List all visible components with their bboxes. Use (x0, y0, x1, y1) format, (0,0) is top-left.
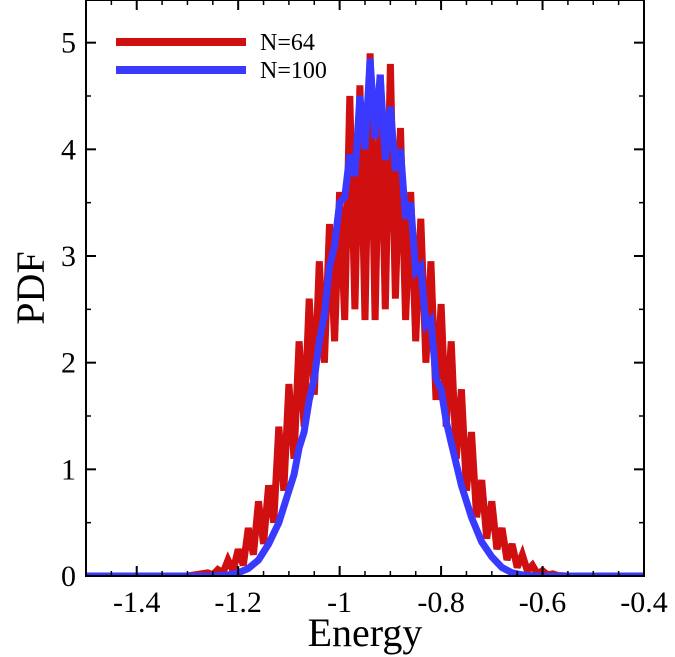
y-axis-title: PDF (8, 251, 53, 324)
y-tick-label: 3 (61, 240, 76, 273)
x-tick-label: -1.2 (214, 586, 262, 619)
x-tick-label: -1.4 (113, 586, 161, 619)
y-tick-label: 2 (61, 347, 76, 380)
x-tick-label: -0.4 (620, 586, 668, 619)
x-axis-title: Energy (308, 610, 423, 655)
x-tick-label: -0.8 (417, 586, 465, 619)
legend: N=64N=100 (116, 30, 327, 84)
y-axis: 0 1 2 3 4 5 (61, 27, 644, 593)
series-line-n-64 (86, 53, 644, 576)
series-layer (86, 53, 644, 576)
y-tick-label: 5 (61, 27, 76, 60)
series-line-n-100 (86, 58, 644, 576)
y-tick-label: 0 (61, 560, 76, 593)
x-tick-label: -1 (327, 586, 352, 619)
legend-label: N=64 (260, 30, 315, 56)
x-axis: -1.4 -1.2 -1 -0.8 -0.6 -0.4 (85, 0, 668, 619)
y-tick-label: 4 (61, 133, 76, 166)
x-tick-label: -0.6 (519, 586, 567, 619)
y-tick-label: 1 (61, 453, 76, 486)
legend-label: N=100 (260, 58, 327, 84)
